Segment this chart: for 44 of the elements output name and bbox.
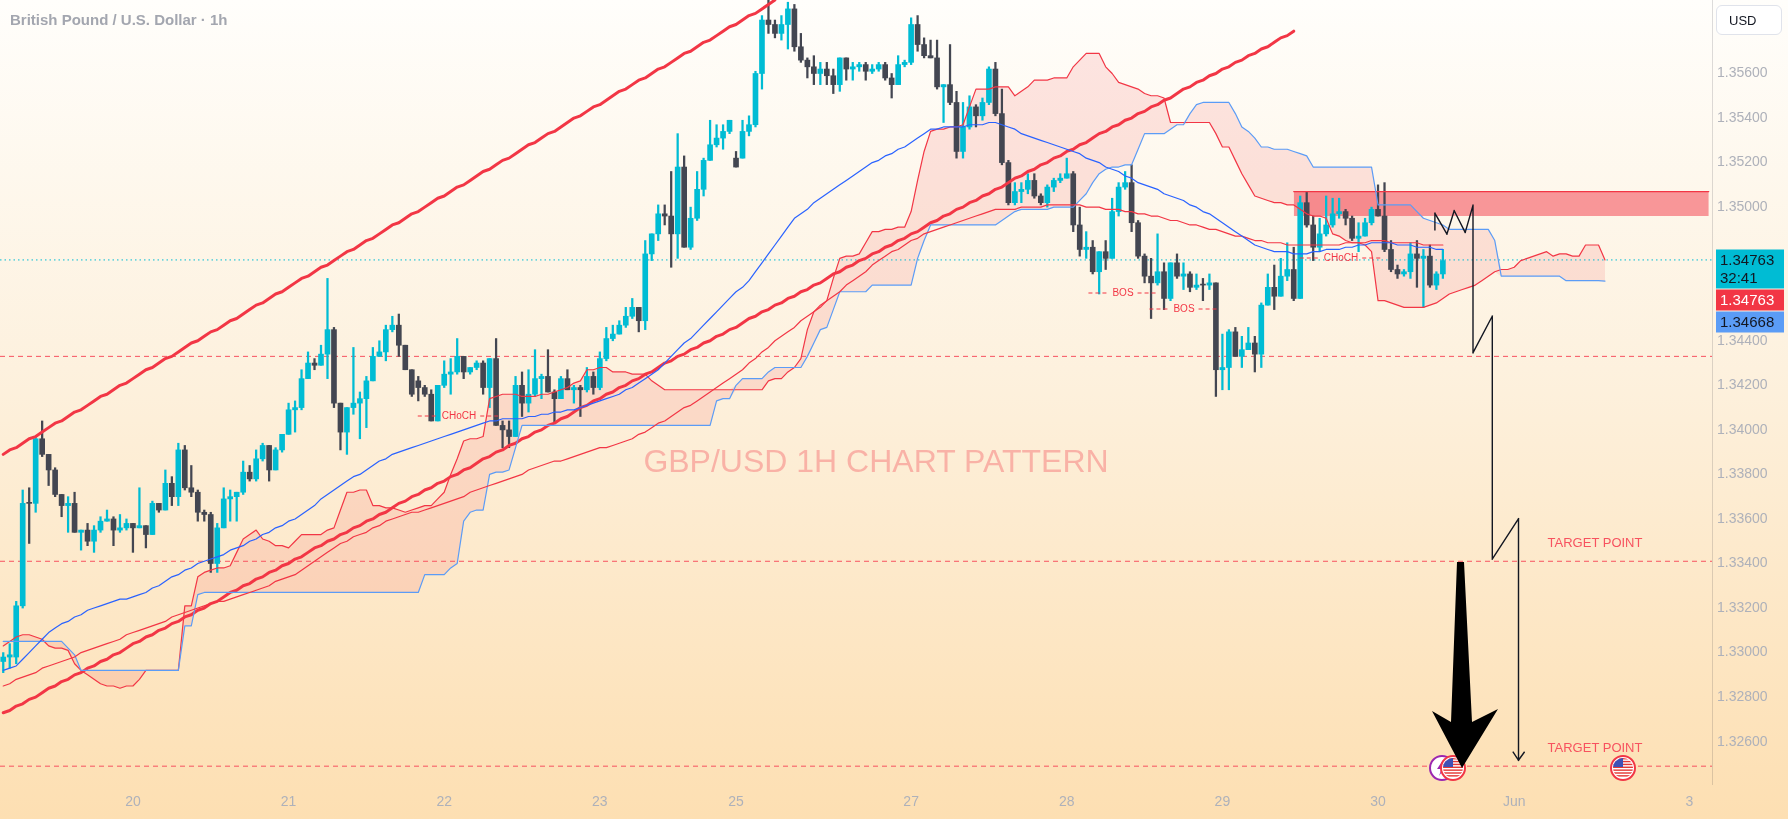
x-tick-label: 29 (1214, 793, 1231, 810)
x-tick-label: 25 (728, 793, 745, 810)
annotation: CHoCH (1323, 251, 1359, 263)
y-tick-label: 1.34000 (1717, 420, 1768, 437)
y-tick-label: 1.34200 (1717, 376, 1768, 393)
text: 1.34668 (1720, 312, 1775, 330)
x-tick-label: 30 (1370, 793, 1387, 810)
candlestick (1154, 233, 1161, 286)
candlestick (1355, 222, 1362, 253)
candlestick (1420, 249, 1427, 308)
x-tick-label: 22 (436, 793, 453, 810)
annotation: BOS (1173, 302, 1195, 314)
ref-line-label: TARGET POINT (1547, 535, 1643, 551)
x-tick-label: Jun (1502, 793, 1526, 810)
candlestick (940, 84, 947, 123)
x-tick-label: 27 (903, 793, 920, 810)
y-tick-label: 1.35200 (1717, 153, 1768, 170)
ref-line-label: 1.34763 32:41 (1720, 250, 1775, 286)
candlestick (311, 358, 318, 371)
x-tick-label: 21 (280, 793, 297, 810)
y-tick-label: 1.35000 (1717, 198, 1768, 214)
candlestick (1193, 273, 1200, 290)
y-tick-label: 1.35600 (1717, 64, 1768, 81)
y-tick-label: 1.33400 (1717, 554, 1768, 571)
x-tick-label: 3 (1685, 793, 1694, 810)
y-tick-label: 1.33600 (1717, 509, 1768, 526)
y-tick-label: 1.32800 (1717, 688, 1768, 704)
candlestick (577, 384, 584, 417)
y-axis-title: USD (1716, 5, 1782, 35)
y-tick-label: 1.35400 (1717, 108, 1768, 125)
x-tick-label: 23 (592, 793, 608, 810)
annotation: CHoCH (441, 409, 477, 421)
text: 1.34763 (1720, 290, 1775, 308)
y-tick-label: 1.33000 (1717, 643, 1768, 660)
candlestick (136, 487, 143, 529)
ref-line-label: TARGET POINT (1547, 740, 1643, 756)
y-tick-label: 1.34400 (1717, 331, 1768, 348)
x-tick-label: 28 (1058, 793, 1075, 810)
text: British Pound / U.S. Dollar · 1h (10, 11, 228, 28)
y-tick-label: 1.32600 (1717, 732, 1768, 749)
y-tick-label: 1.33800 (1717, 465, 1768, 482)
x-tick-label: 20 (125, 793, 141, 810)
y-tick-label: 1.33200 (1717, 598, 1768, 615)
annotation: BOS (1112, 286, 1134, 298)
